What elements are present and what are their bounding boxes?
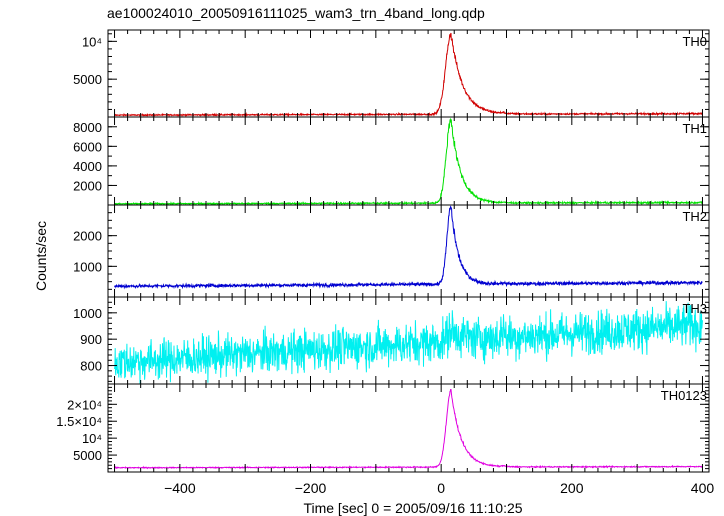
panel-th0123: 5000 10⁴ 1.5×10⁴ 2×10⁴ TH0123 [56,383,710,473]
panels: 5000 10⁴ TH0 2000 4000 6000 8000 TH1 1000 2000 TH2… [56,29,710,473]
y-axis-label: Counts/sec [33,221,49,291]
chart-title: ae100024010_20050916111025_wam3_trn_4ban… [107,5,485,21]
series-th0123-line [114,389,703,470]
panel-label: TH2 [682,209,707,224]
x-tick-label: −200 [295,480,327,496]
series-th1-line [114,117,703,206]
y-tick-label: 800 [80,359,102,374]
panel-th0: 5000 10⁴ TH0 [73,29,710,118]
x-tick-label: 0 [437,480,445,496]
y-tick-label: 1000 [73,259,102,274]
x-tick-label: 400 [691,480,715,496]
y-tick-label: 10⁴ [82,34,102,49]
y-tick-label: 900 [80,332,102,347]
panel-label: TH0 [682,34,707,49]
y-tick-label: 5000 [73,448,102,463]
panel-th2: 1000 2000 TH2 [73,204,710,298]
series-th2-line [114,205,703,290]
y-tick-label: 2×10⁴ [67,397,102,412]
series-th0-line [114,32,703,118]
x-axis-label: Time [sec] 0 = 2005/09/16 11:10:25 [303,500,522,516]
panel-frame [107,204,710,298]
y-tick-label: 8000 [73,120,102,135]
y-tick-label: 6000 [73,139,102,154]
panel-frame [107,116,710,206]
x-axis-tick-labels: −400 −200 0 200 400 [164,480,714,496]
panel-label: TH1 [682,121,707,136]
panel-label: TH3 [682,301,707,316]
panel-label: TH0123 [661,388,707,403]
y-tick-label: 2000 [73,178,102,193]
y-tick-label: 5000 [73,72,102,87]
panel-th1: 2000 4000 6000 8000 TH1 [73,116,710,206]
x-tick-label: −400 [164,480,196,496]
y-tick-label: 1.5×10⁴ [56,414,102,429]
panel-frame [107,383,710,473]
panel-th3: 800 900 1000 TH3 [73,296,710,385]
series-th3-line [114,301,703,384]
panel-frame [107,29,710,118]
x-tick-label: 200 [560,480,584,496]
y-tick-label: 4000 [73,159,102,174]
y-tick-label: 1000 [73,306,102,321]
y-tick-label: 2000 [73,229,102,244]
y-tick-label: 10⁴ [82,431,102,446]
